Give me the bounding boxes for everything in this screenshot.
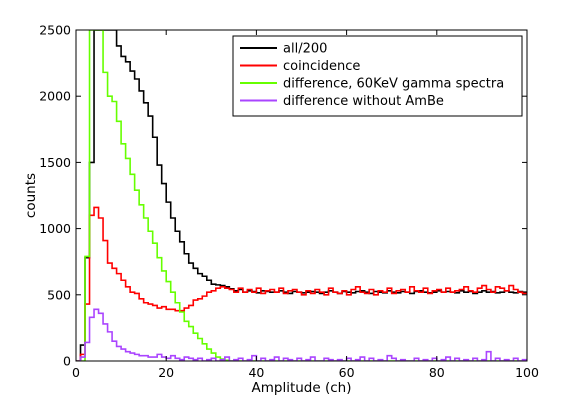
x-tick-label: 80 [429,365,445,380]
legend-box [232,35,523,117]
y-tick-label: 0 [63,354,71,369]
y-tick-label: 2000 [39,89,71,104]
y-tick-label: 1000 [39,221,71,236]
legend-label: difference without AmBe [283,94,444,109]
legend-label: difference, 60KeV gamma spectra [283,77,504,92]
x-tick-label: 60 [339,365,355,380]
x-tick-label: 0 [72,365,80,380]
x-tick-label: 20 [158,365,174,380]
y-tick-label: 500 [47,287,71,302]
x-axis-label: Amplitude (ch) [252,380,352,396]
y-tick-label: 2500 [39,23,71,38]
series-layer [76,30,527,361]
x-tick-label: 100 [515,365,539,380]
x-tick-label: 40 [248,365,264,380]
y-tick-label: 1500 [39,155,71,170]
series-line-2 [76,206,527,361]
y-axis-label: counts [23,173,39,218]
legend: all/200 coincidence difference, 60KeV gamm… [232,35,523,117]
legend-label: all/200 [283,42,327,57]
series-line-4 [76,308,527,361]
plot-frame [75,29,528,362]
series-line-3 [76,30,527,361]
legend-label: coincidence [283,59,360,74]
